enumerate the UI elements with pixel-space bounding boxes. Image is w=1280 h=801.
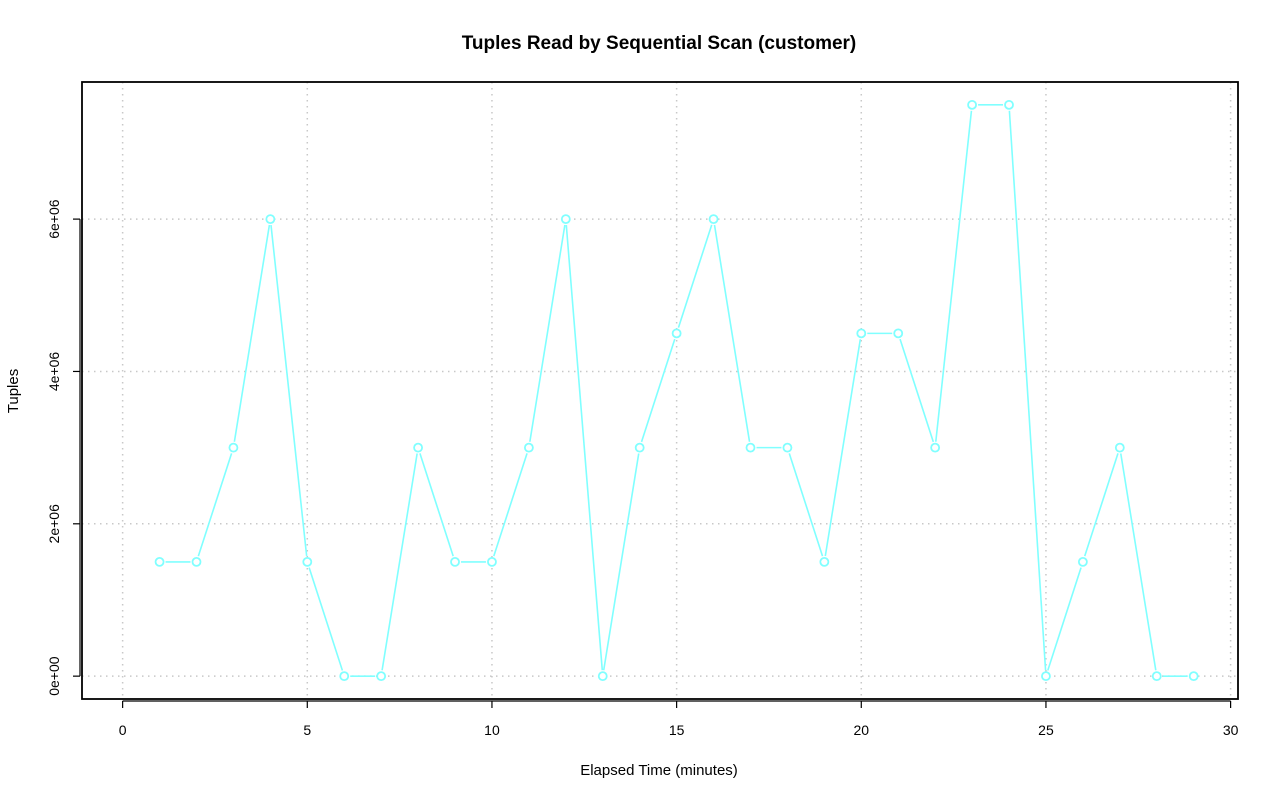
data-point-20: [893, 328, 904, 339]
series-0-segment-6: [381, 453, 418, 671]
data-point-13: [634, 442, 645, 453]
x-tick-label-3: 15: [669, 722, 685, 738]
x-axis: 0 5 10 15 20 25 30: [119, 700, 1239, 738]
series-0-segment-17: [788, 453, 824, 557]
x-tick-label-1: 5: [303, 722, 311, 738]
series-0-segment-11: [565, 225, 604, 671]
data-point-0: [154, 556, 165, 567]
series-0-segment-1: [197, 453, 233, 557]
series-0: [154, 99, 1199, 682]
x-axis-label: Elapsed Time (minutes): [580, 762, 738, 779]
data-point-23: [1004, 99, 1014, 110]
grid-lines: [82, 82, 1238, 699]
chart-title: Tuples Read by Sequential Scan (customer…: [462, 33, 857, 54]
data-point-28: [1188, 671, 1199, 682]
series-0-segment-2: [233, 224, 271, 442]
plot-area-border: [81, 81, 1239, 700]
data-point-2: [228, 442, 239, 453]
series-0-segment-14: [677, 224, 713, 328]
series-0-segment-10: [529, 224, 566, 442]
series-0-segment-9: [493, 453, 528, 557]
data-point-27: [1151, 671, 1162, 682]
series-0-segment-21: [934, 110, 973, 442]
data-point-7: [413, 442, 423, 453]
data-point-4: [302, 556, 313, 567]
data-point-1: [191, 556, 202, 567]
series-0-segment-15: [713, 224, 751, 442]
series-0-segment-12: [602, 453, 640, 671]
series-0-segment-3: [270, 224, 308, 557]
data-point-3: [265, 214, 276, 225]
data-point-14: [671, 328, 682, 339]
data-point-12: [597, 671, 608, 682]
y-tick-label-0: 0e+00: [46, 656, 62, 696]
data-point-15: [708, 214, 719, 225]
series-0-segment-24: [1047, 567, 1082, 671]
x-tick-label-5: 25: [1038, 722, 1054, 738]
y-tick-label-2: 4e+06: [46, 352, 62, 392]
data-point-24: [1041, 671, 1051, 682]
series-0-segment-26: [1119, 453, 1157, 671]
data-point-18: [819, 556, 830, 567]
data-point-5: [339, 671, 350, 682]
data-point-17: [782, 442, 793, 453]
data-point-19: [856, 328, 867, 339]
series-0-segment-18: [824, 339, 862, 557]
data-point-21: [930, 442, 941, 453]
data-point-25: [1077, 556, 1088, 567]
series-0-segment-23: [1008, 110, 1047, 671]
series-layer: [154, 99, 1199, 682]
series-0-segment-4: [308, 567, 344, 671]
series-0-segment-25: [1083, 453, 1119, 557]
data-point-6: [376, 671, 387, 682]
x-tick-label-2: 10: [484, 722, 500, 738]
y-tick-label-1: 2e+06: [46, 504, 62, 544]
x-tick-label-0: 0: [119, 722, 127, 738]
y-tick-label-3: 6e+06: [46, 199, 62, 239]
series-0-segment-13: [640, 338, 676, 443]
data-point-22: [967, 99, 977, 110]
data-point-11: [560, 214, 571, 225]
x-tick-label-6: 30: [1223, 722, 1239, 738]
data-point-10: [523, 442, 534, 453]
data-point-8: [450, 556, 460, 567]
series-0-segment-7: [419, 453, 454, 557]
data-point-26: [1114, 442, 1125, 453]
y-axis-label: Tuples: [5, 369, 22, 413]
x-tick-label-4: 20: [853, 722, 869, 738]
series-0-segment-20: [899, 338, 935, 443]
y-axis: 0e+00 2e+06 4e+06 6e+06: [46, 199, 81, 696]
data-point-9: [487, 556, 497, 567]
data-point-16: [745, 442, 756, 453]
